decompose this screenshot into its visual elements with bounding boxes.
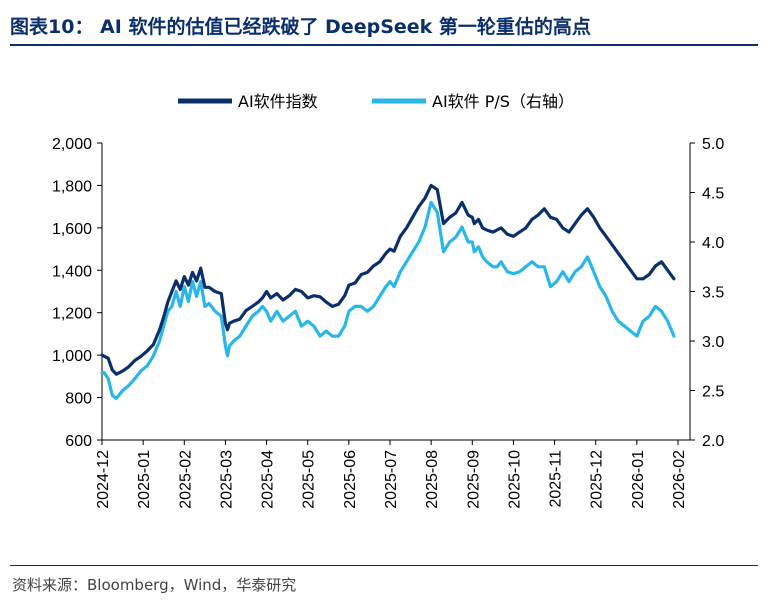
x-tick-label: 2025-08 bbox=[424, 450, 441, 509]
x-tick-label: 2026-02 bbox=[671, 450, 688, 509]
line-chart: AI软件指数 AI软件 P/S（右轴） 600 800 1,000 1,200 1,40… bbox=[52, 92, 724, 509]
x-tick-label: 2025-06 bbox=[342, 450, 359, 509]
series-line-ps bbox=[100, 200, 676, 400]
x-axis-ticks: 2024-12 2025-01 2025-02 2025-03 2025-04 2025-… bbox=[95, 440, 688, 509]
x-tick-label: 2025-03 bbox=[218, 450, 235, 509]
left-tick-label: 1,600 bbox=[52, 221, 92, 238]
right-tick-label: 5.0 bbox=[702, 136, 724, 153]
x-tick-label: 2025-02 bbox=[177, 450, 194, 509]
footer-rule bbox=[10, 565, 758, 566]
x-tick-label: 2026-01 bbox=[630, 450, 647, 509]
x-tick-label: 2025-09 bbox=[465, 450, 482, 509]
left-tick-label: 1,400 bbox=[52, 263, 92, 280]
right-tick-label: 4.5 bbox=[702, 186, 724, 203]
x-tick-label: 2025-12 bbox=[589, 450, 606, 509]
page-title: 图表10： AI 软件的估值已经跌破了 DeepSeek 第一轮重估的高点 bbox=[10, 16, 591, 38]
legend-label-ps: AI软件 P/S（右轴） bbox=[432, 92, 574, 111]
right-tick-label: 2.5 bbox=[702, 384, 724, 401]
x-tick-label: 2025-11 bbox=[548, 450, 565, 508]
right-tick-label: 3.0 bbox=[702, 334, 724, 351]
left-tick-label: 1,800 bbox=[52, 178, 92, 195]
right-tick-label: 4.0 bbox=[702, 235, 724, 252]
legend-label-index: AI软件指数 bbox=[238, 92, 318, 111]
x-tick-label: 2025-04 bbox=[260, 450, 277, 509]
x-tick-label: 2025-01 bbox=[136, 450, 153, 509]
right-tick-label: 2.0 bbox=[702, 433, 724, 450]
left-tick-label: 1,000 bbox=[52, 348, 92, 365]
left-tick-label: 800 bbox=[65, 391, 92, 408]
series-line-index bbox=[100, 183, 676, 376]
series-layer bbox=[100, 183, 676, 400]
x-tick-label: 2025-05 bbox=[301, 450, 318, 509]
x-tick-label: 2025-07 bbox=[383, 450, 400, 509]
left-tick-label: 2,000 bbox=[52, 136, 92, 153]
left-axis-ticks: 600 800 1,000 1,200 1,400 1,600 1,800 2,000 bbox=[52, 136, 102, 450]
left-tick-label: 1,200 bbox=[52, 306, 92, 323]
right-axis-ticks: 2.0 2.5 3.0 3.5 4.0 4.5 5.0 bbox=[690, 136, 724, 450]
x-tick-label: 2024-12 bbox=[95, 450, 112, 509]
left-tick-label: 600 bbox=[65, 433, 92, 450]
source-note: 资料来源：Bloomberg，Wind，华泰研究 bbox=[12, 576, 297, 594]
x-tick-label: 2025-10 bbox=[506, 450, 523, 509]
right-tick-label: 3.5 bbox=[702, 285, 724, 302]
title-rule bbox=[10, 44, 758, 46]
chart-legend: AI软件指数 AI软件 P/S（右轴） bbox=[178, 92, 574, 111]
